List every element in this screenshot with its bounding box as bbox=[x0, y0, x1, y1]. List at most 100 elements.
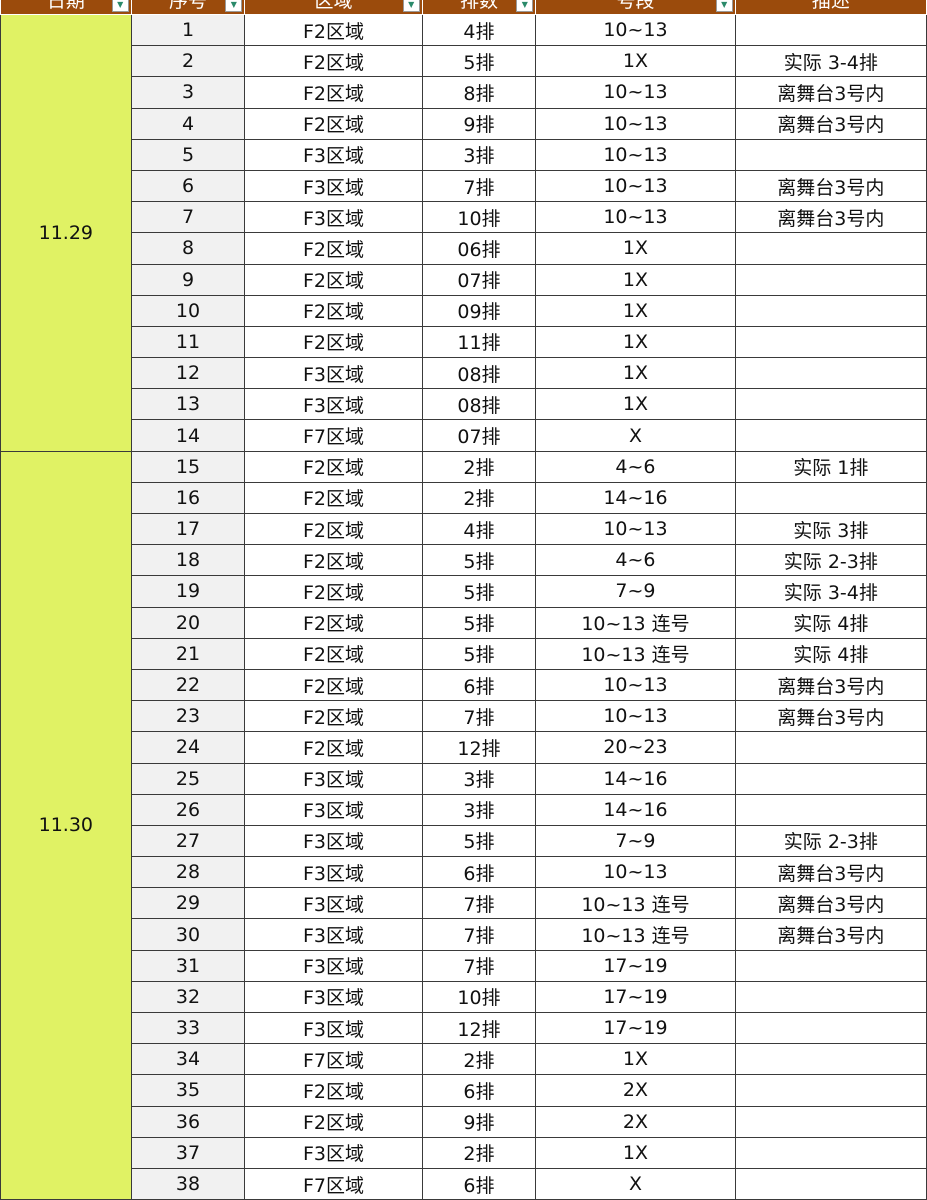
seq-cell[interactable]: 26 bbox=[130, 793, 246, 826]
seat-cell[interactable]: 10~13 bbox=[535, 138, 736, 171]
seq-cell[interactable]: 12 bbox=[130, 357, 246, 390]
seat-cell[interactable]: 14~16 bbox=[535, 793, 736, 826]
seq-cell[interactable]: 27 bbox=[130, 824, 246, 858]
seat-cell[interactable]: 1X bbox=[535, 232, 736, 265]
seq-cell[interactable]: 20 bbox=[130, 606, 246, 639]
row-cell[interactable]: 2排 bbox=[421, 1043, 537, 1076]
seq-cell[interactable]: 25 bbox=[130, 762, 246, 795]
desc-cell[interactable]: 离舞台3号内 bbox=[734, 169, 927, 203]
seq-cell[interactable]: 2 bbox=[130, 45, 246, 78]
filter-dropdown-icon[interactable]: ▼ bbox=[715, 0, 733, 12]
row-cell[interactable]: 10排 bbox=[421, 980, 537, 1014]
area-cell[interactable]: F2区域 bbox=[244, 481, 423, 515]
row-cell[interactable]: 5排 bbox=[421, 824, 537, 858]
seat-cell[interactable]: 17~19 bbox=[535, 1011, 736, 1045]
seat-cell[interactable]: 4~6 bbox=[535, 544, 736, 577]
desc-cell[interactable]: 离舞台3号内 bbox=[734, 76, 927, 109]
seq-cell[interactable]: 10 bbox=[130, 294, 246, 327]
header-desc[interactable]: 描述 bbox=[734, 0, 927, 15]
filter-dropdown-icon[interactable]: ▼ bbox=[516, 0, 534, 12]
seq-cell[interactable]: 8 bbox=[130, 232, 246, 265]
area-cell[interactable]: F3区域 bbox=[244, 388, 423, 421]
row-cell[interactable]: 3排 bbox=[421, 762, 537, 795]
seat-cell[interactable]: 10~13 bbox=[535, 700, 736, 733]
row-cell[interactable]: 7排 bbox=[421, 700, 537, 733]
filter-dropdown-icon[interactable]: ▼ bbox=[402, 0, 420, 12]
area-cell[interactable]: F2区域 bbox=[244, 263, 423, 296]
area-cell[interactable]: F2区域 bbox=[244, 232, 423, 265]
desc-cell[interactable] bbox=[734, 232, 927, 265]
row-cell[interactable]: 5排 bbox=[421, 637, 537, 670]
area-cell[interactable]: F2区域 bbox=[244, 450, 423, 483]
area-cell[interactable]: F7区域 bbox=[244, 1043, 423, 1076]
area-cell[interactable]: F2区域 bbox=[244, 294, 423, 327]
seq-cell[interactable]: 7 bbox=[130, 201, 246, 234]
row-cell[interactable]: 06排 bbox=[421, 232, 537, 265]
seq-cell[interactable]: 9 bbox=[130, 263, 246, 296]
seq-cell[interactable]: 31 bbox=[130, 949, 246, 982]
seat-cell[interactable]: 10~13 bbox=[535, 107, 736, 140]
seat-cell[interactable]: 1X bbox=[535, 325, 736, 359]
desc-cell[interactable] bbox=[734, 1074, 927, 1107]
seq-cell[interactable]: 33 bbox=[130, 1011, 246, 1045]
seq-cell[interactable]: 4 bbox=[130, 107, 246, 140]
desc-cell[interactable] bbox=[734, 1011, 927, 1045]
area-cell[interactable]: F3区域 bbox=[244, 949, 423, 982]
seq-cell[interactable]: 24 bbox=[130, 731, 246, 764]
desc-cell[interactable]: 离舞台3号内 bbox=[734, 856, 927, 889]
row-cell[interactable]: 2排 bbox=[421, 481, 537, 515]
seat-cell[interactable]: 20~23 bbox=[535, 731, 736, 764]
row-cell[interactable]: 6排 bbox=[421, 1167, 537, 1200]
row-cell[interactable]: 4排 bbox=[421, 512, 537, 546]
area-cell[interactable]: F2区域 bbox=[244, 637, 423, 670]
seat-cell[interactable]: 7~9 bbox=[535, 824, 736, 858]
seat-cell[interactable]: 17~19 bbox=[535, 949, 736, 982]
seat-cell[interactable]: 10~13 连号 bbox=[535, 606, 736, 639]
row-cell[interactable]: 08排 bbox=[421, 357, 537, 390]
desc-cell[interactable] bbox=[734, 294, 927, 327]
row-cell[interactable]: 5排 bbox=[421, 606, 537, 639]
filter-dropdown-icon[interactable]: ▼ bbox=[111, 0, 129, 12]
area-cell[interactable]: F3区域 bbox=[244, 824, 423, 858]
area-cell[interactable]: F2区域 bbox=[244, 1105, 423, 1138]
row-cell[interactable]: 5排 bbox=[421, 45, 537, 78]
seq-cell[interactable]: 16 bbox=[130, 481, 246, 515]
area-cell[interactable]: F3区域 bbox=[244, 138, 423, 171]
date-cell[interactable]: 11.30 bbox=[0, 450, 132, 1200]
seat-cell[interactable]: 1X bbox=[535, 357, 736, 390]
desc-cell[interactable]: 离舞台3号内 bbox=[734, 668, 927, 702]
desc-cell[interactable]: 实际 3排 bbox=[734, 512, 927, 546]
row-cell[interactable]: 11排 bbox=[421, 325, 537, 359]
desc-cell[interactable]: 实际 1排 bbox=[734, 450, 927, 483]
row-cell[interactable]: 2排 bbox=[421, 1136, 537, 1169]
seat-cell[interactable]: 10~13 连号 bbox=[535, 887, 736, 920]
area-cell[interactable]: F7区域 bbox=[244, 419, 423, 452]
area-cell[interactable]: F2区域 bbox=[244, 700, 423, 733]
desc-cell[interactable]: 实际 4排 bbox=[734, 637, 927, 670]
row-cell[interactable]: 7排 bbox=[421, 918, 537, 951]
desc-cell[interactable]: 离舞台3号内 bbox=[734, 107, 927, 140]
area-cell[interactable]: F2区域 bbox=[244, 575, 423, 608]
area-cell[interactable]: F2区域 bbox=[244, 512, 423, 546]
seq-cell[interactable]: 30 bbox=[130, 918, 246, 951]
desc-cell[interactable] bbox=[734, 1105, 927, 1138]
desc-cell[interactable] bbox=[734, 481, 927, 515]
row-cell[interactable]: 4排 bbox=[421, 13, 537, 47]
area-cell[interactable]: F2区域 bbox=[244, 13, 423, 47]
seat-cell[interactable]: 10~13 bbox=[535, 201, 736, 234]
area-cell[interactable]: F3区域 bbox=[244, 980, 423, 1014]
header-area[interactable]: 区域 ▼ bbox=[244, 0, 423, 15]
row-cell[interactable]: 7排 bbox=[421, 169, 537, 203]
seq-cell[interactable]: 36 bbox=[130, 1105, 246, 1138]
seq-cell[interactable]: 15 bbox=[130, 450, 246, 483]
desc-cell[interactable]: 离舞台3号内 bbox=[734, 201, 927, 234]
area-cell[interactable]: F2区域 bbox=[244, 1074, 423, 1107]
seat-cell[interactable]: 14~16 bbox=[535, 481, 736, 515]
seat-cell[interactable]: 1X bbox=[535, 1136, 736, 1169]
row-cell[interactable]: 9排 bbox=[421, 1105, 537, 1138]
seat-cell[interactable]: 10~13 连号 bbox=[535, 918, 736, 951]
desc-cell[interactable] bbox=[734, 731, 927, 764]
row-cell[interactable]: 8排 bbox=[421, 76, 537, 109]
seq-cell[interactable]: 6 bbox=[130, 169, 246, 203]
row-cell[interactable]: 07排 bbox=[421, 419, 537, 452]
